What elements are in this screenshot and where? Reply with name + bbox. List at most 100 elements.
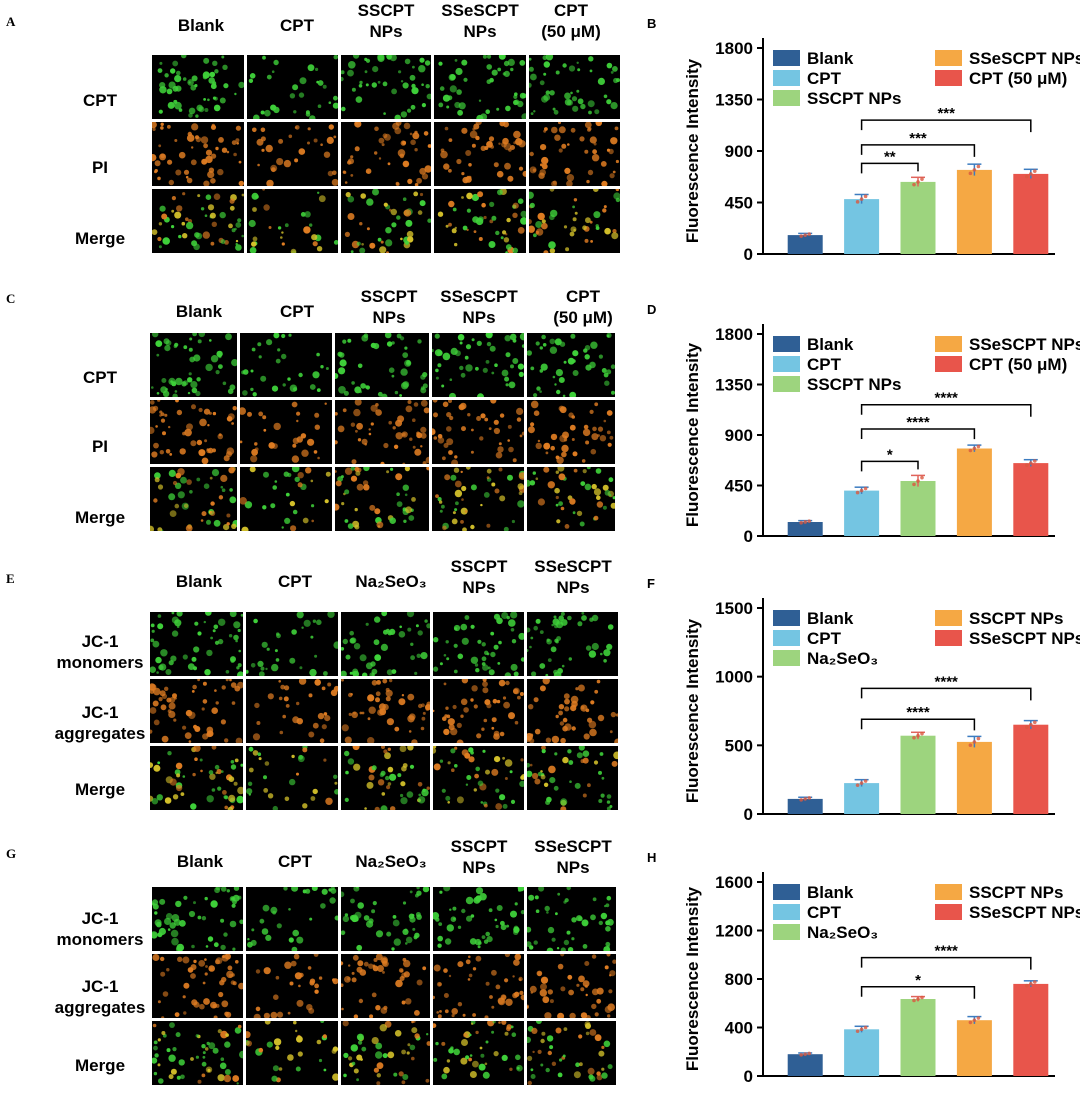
micrograph-tile [150, 467, 237, 531]
legend-label: SSCPT NPs [807, 375, 901, 394]
legend-label: SSCPT NPs [969, 883, 1063, 902]
micrograph-tile [341, 679, 430, 743]
row-header-line: Merge [74, 228, 126, 248]
micrograph-panel-c: Blank CPT SSCPT NPs SSeSCPT NPs CPT (50 μM) CPT P… [52, 287, 615, 531]
bar [956, 448, 992, 536]
bar [900, 735, 936, 814]
micrograph-tile [240, 400, 332, 464]
significance-bracket [860, 428, 976, 440]
y-tick-label: 1350 [715, 376, 753, 395]
legend-swatch [935, 50, 962, 66]
bar [787, 522, 823, 536]
data-point [968, 171, 973, 176]
data-point [916, 479, 920, 483]
legend-label: CPT [807, 69, 842, 88]
legend-label: SSCPT NPs [807, 89, 901, 108]
micrograph-tile [335, 467, 429, 531]
bar [956, 741, 992, 814]
data-point [803, 520, 807, 524]
significance-bracket [860, 119, 1032, 133]
y-tick-label: 450 [725, 477, 753, 496]
bar [787, 798, 823, 814]
legend-label: Blank [807, 609, 854, 628]
data-point [968, 448, 973, 453]
panel-letter: A [6, 14, 16, 29]
bar [1013, 983, 1049, 1076]
data-point [976, 1016, 981, 1020]
row-header-line: Merge [74, 1055, 126, 1075]
row-header: Merge [52, 228, 148, 249]
data-point [916, 997, 920, 1001]
micrograph-tile [247, 122, 338, 186]
legend-swatch [773, 650, 800, 666]
bar [900, 999, 936, 1076]
micrograph-panel-g: Blank CPT Na₂SeO₃ SSCPT NPs SSeSCPT NPs JC-1 mon… [55, 836, 623, 1085]
data-point [863, 194, 868, 199]
column-header-line: SSeSCPT [441, 1, 519, 20]
micrograph-tile [341, 954, 430, 1018]
micrograph-tile [246, 887, 338, 951]
row-header: Merge [52, 507, 148, 528]
micrograph-panel-a: Blank CPT SSCPT NPs SSeSCPT NPs CPT (50 μM) CPT P… [52, 1, 620, 253]
column-header-line: Blank [177, 16, 225, 35]
data-point [1025, 174, 1029, 179]
data-point [859, 781, 864, 785]
column-header-line: SSCPT [357, 1, 415, 20]
significance-label: **** [906, 704, 930, 721]
legend-swatch [935, 630, 962, 646]
row-header: Merge [52, 779, 148, 800]
data-point [972, 740, 977, 744]
panel-letter: G [6, 846, 17, 861]
micrograph-tile [246, 612, 338, 676]
legend-swatch [773, 924, 800, 940]
data-point [968, 1020, 973, 1025]
data-point [1029, 172, 1033, 176]
significance-bracket [860, 986, 976, 999]
column-header-line: SSCPT [450, 557, 508, 576]
row-header-line: CPT [83, 367, 117, 387]
y-tick-label: 800 [725, 970, 753, 989]
panel-letter: B [647, 16, 656, 31]
y-axis-label: Fluorescence Intensity [683, 58, 702, 243]
row-header: PI [52, 436, 148, 457]
row-header-line: JC-1 [81, 703, 119, 722]
significance-label: *** [909, 130, 927, 147]
column-header: CPT [247, 15, 347, 36]
legend-label: CPT [807, 629, 842, 648]
bar [844, 1029, 880, 1076]
y-tick-label: 900 [725, 142, 753, 161]
y-tick-label: 0 [744, 245, 753, 264]
column-header-line: SSeSCPT [534, 837, 612, 856]
row-header-line: JC-1 [81, 977, 119, 996]
legend-label: SSeSCPT NPs [969, 335, 1080, 354]
legend-swatch [935, 884, 962, 900]
data-point [920, 475, 924, 480]
column-header-line: CPT [554, 1, 588, 20]
significance-bracket [860, 460, 919, 472]
column-header-line: (50 μM) [541, 22, 601, 41]
data-point [976, 164, 981, 169]
data-point [799, 798, 803, 802]
micrograph-tile [246, 746, 338, 810]
bar [844, 490, 880, 536]
micrograph-tile [152, 887, 243, 951]
y-tick-label: 450 [725, 194, 753, 213]
micrograph-tile [150, 612, 243, 676]
micrograph-tile [434, 55, 526, 119]
data-point [863, 486, 868, 491]
legend-label: CPT (50 μM) [969, 69, 1067, 88]
data-point [1029, 461, 1033, 465]
column-header-line: CPT [280, 16, 314, 35]
legend-swatch [773, 904, 800, 920]
legend-label: Na₂SeO₃ [807, 649, 878, 668]
significance-label: **** [935, 943, 959, 960]
micrograph-tile [240, 333, 332, 397]
micrograph-tile [432, 400, 524, 464]
significance-label: * [887, 446, 893, 463]
data-point [863, 1025, 868, 1030]
column-header: SSeSCPT NPs [523, 836, 623, 878]
y-tick-label: 1600 [715, 873, 753, 892]
legend-swatch [935, 336, 962, 352]
micrograph-tile [152, 55, 244, 119]
y-axis-label: Fluorescence Intensity [683, 342, 702, 527]
